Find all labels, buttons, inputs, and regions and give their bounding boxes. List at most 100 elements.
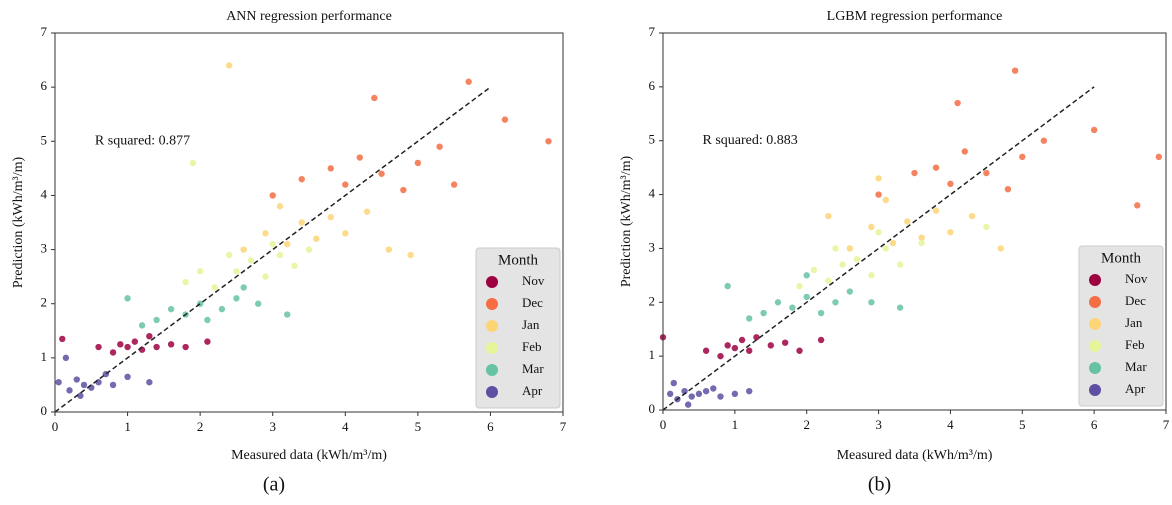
y-tick-label: 7 <box>41 24 48 39</box>
y-tick-label: 6 <box>649 78 656 93</box>
legend-marker <box>486 342 498 354</box>
data-point <box>839 261 846 268</box>
data-point <box>875 229 882 236</box>
data-point <box>298 219 305 226</box>
data-point <box>131 338 139 345</box>
legend-marker <box>486 276 498 288</box>
data-point <box>684 401 692 408</box>
legend-label: Apr <box>522 383 543 398</box>
x-tick-label: 6 <box>1091 417 1098 432</box>
legend-marker <box>1089 296 1101 308</box>
y-tick-label: 6 <box>41 78 48 93</box>
data-point <box>138 322 146 329</box>
data-point <box>189 159 197 167</box>
data-point <box>670 379 677 387</box>
legend-label: Feb <box>522 339 542 354</box>
legend-label: Dec <box>522 295 543 310</box>
data-point <box>918 239 925 247</box>
data-point <box>276 251 284 259</box>
data-point <box>702 347 710 354</box>
data-point <box>73 376 80 383</box>
data-point <box>853 256 861 263</box>
reference-line <box>662 86 1095 411</box>
data-point <box>146 333 153 340</box>
legend-label: Jan <box>1125 315 1143 330</box>
data-point <box>400 186 407 194</box>
data-point <box>284 240 291 248</box>
data-point <box>932 164 940 171</box>
data-point <box>803 293 810 301</box>
data-point <box>356 154 363 161</box>
legend-title: Month <box>498 252 539 268</box>
data-point <box>66 387 73 394</box>
caption: (a) <box>263 474 285 496</box>
data-point <box>746 315 753 322</box>
data-point <box>875 191 882 198</box>
data-point <box>738 336 746 344</box>
data-point <box>450 181 458 188</box>
y-tick-label: 1 <box>41 349 48 364</box>
data-point <box>710 385 717 392</box>
data-point <box>817 309 825 317</box>
data-point <box>225 62 233 69</box>
legend-marker <box>1089 274 1101 286</box>
data-point <box>1090 126 1098 134</box>
x-tick-label: 6 <box>487 419 494 434</box>
data-point <box>803 272 810 279</box>
x-tick-label: 3 <box>269 419 276 434</box>
data-point <box>904 218 911 225</box>
x-tick-label: 3 <box>875 417 882 432</box>
x-tick-label: 7 <box>560 419 567 434</box>
y-tick-label: 4 <box>649 186 656 201</box>
y-tick-label: 7 <box>649 24 656 39</box>
data-point <box>1019 153 1026 161</box>
data-point <box>774 299 782 306</box>
data-point <box>342 181 349 188</box>
data-point <box>153 343 160 351</box>
x-axis-label: Measured data (kWh/m³/m) <box>837 448 993 463</box>
data-point <box>825 277 832 284</box>
data-point <box>182 278 189 286</box>
data-point <box>947 180 954 187</box>
data-point <box>1155 153 1163 161</box>
y-tick-label: 0 <box>41 403 48 418</box>
data-point <box>436 143 443 150</box>
y-axis-label: Prediction (kWh/m³/m) <box>11 156 26 288</box>
x-axis-label: Measured data (kWh/m³/m) <box>231 448 387 463</box>
data-point <box>225 251 233 259</box>
data-point <box>918 234 925 241</box>
y-tick-label: 4 <box>41 186 48 201</box>
data-point <box>262 230 269 237</box>
data-point <box>95 379 102 386</box>
data-point <box>997 245 1004 252</box>
data-point <box>760 309 767 317</box>
data-point <box>305 246 313 253</box>
plot-frame <box>662 32 1167 411</box>
data-point <box>545 138 552 145</box>
x-tick-label: 0 <box>660 417 667 432</box>
data-point <box>724 342 731 349</box>
legend-label: Feb <box>1125 337 1145 352</box>
data-point <box>153 316 160 324</box>
data-point <box>218 305 226 313</box>
data-point <box>889 239 897 247</box>
data-point <box>968 212 976 220</box>
data-point <box>846 288 854 295</box>
x-tick-label: 2 <box>197 419 204 434</box>
data-point <box>868 299 875 306</box>
plot-frame <box>54 32 564 413</box>
data-point <box>327 213 334 221</box>
data-point <box>695 390 703 398</box>
data-point <box>385 246 393 253</box>
x-tick-label: 1 <box>732 417 739 432</box>
y-tick-label: 1 <box>649 347 656 362</box>
data-point <box>255 300 262 307</box>
legend-marker <box>486 320 498 332</box>
annotation: R squared: 0.883 <box>703 133 798 148</box>
y-axis-label: Prediction (kWh/m³/m) <box>619 155 634 287</box>
data-point <box>182 343 189 351</box>
legend-title: Month <box>1101 250 1142 266</box>
data-point <box>80 381 88 389</box>
data-point <box>810 266 818 274</box>
data-point <box>117 341 124 348</box>
